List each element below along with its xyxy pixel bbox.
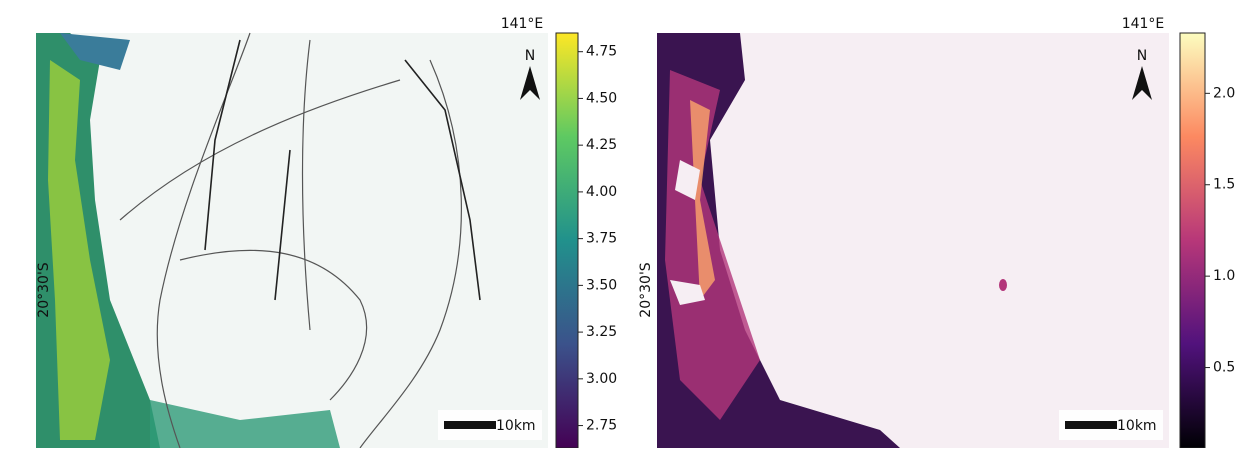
colorbar-tick-label: 4.00 <box>586 184 617 200</box>
colorbar-tick-label: 3.25 <box>586 324 617 340</box>
north-label: N <box>1137 48 1147 64</box>
colorbar-tick-label: 3.00 <box>586 371 617 387</box>
north-label: N <box>525 48 535 64</box>
colorbar-tick-label: 4.50 <box>586 90 617 106</box>
scale-bar-label: 10km <box>496 418 536 434</box>
latitude-label: 20°30'S <box>638 262 654 317</box>
colorbar-tick-label: 2.0 <box>1213 85 1235 101</box>
latitude-label: 20°30'S <box>36 262 52 317</box>
colorbar-tick-label: 4.25 <box>586 137 617 153</box>
colorbar-tick-label: 1.0 <box>1213 268 1235 284</box>
colorbar-tick-label: 3.50 <box>586 277 617 293</box>
colorbar-tick-label: 2.75 <box>586 418 617 434</box>
colorbar <box>556 33 578 448</box>
longitude-label: 141°E <box>501 16 544 32</box>
map-right <box>657 33 1169 448</box>
colorbar-tick-label: 0.5 <box>1213 360 1235 376</box>
colorbar-tick-label: 4.75 <box>586 44 617 60</box>
colorbar-tick-label: 3.75 <box>586 231 617 247</box>
scale-bar <box>444 421 496 429</box>
colorbar <box>1180 33 1205 448</box>
colorbar-tick-label: 1.5 <box>1213 177 1235 193</box>
scale-bar <box>1065 421 1117 429</box>
map-left <box>36 33 548 448</box>
scale-bar-label: 10km <box>1117 418 1157 434</box>
figure: 141°E 20°30'S N 10km 2.75 3.00 3.25 3.50 3.75 4.0… <box>0 0 1252 448</box>
longitude-label: 141°E <box>1122 16 1165 32</box>
